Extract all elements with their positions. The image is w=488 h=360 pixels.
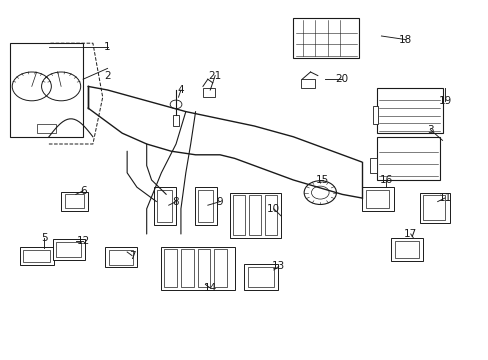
Text: 9: 9 xyxy=(216,197,223,207)
Bar xyxy=(203,88,215,97)
Bar xyxy=(390,238,422,261)
Text: 3: 3 xyxy=(426,125,433,135)
Text: 20: 20 xyxy=(335,74,348,84)
Bar xyxy=(376,88,442,133)
Bar xyxy=(376,137,439,180)
Text: 11: 11 xyxy=(437,193,451,203)
Bar xyxy=(422,195,445,220)
Bar xyxy=(154,187,176,225)
Bar xyxy=(365,190,388,208)
Text: 21: 21 xyxy=(208,71,222,81)
Bar xyxy=(232,195,244,235)
Bar xyxy=(164,249,177,287)
Bar xyxy=(248,195,261,235)
Bar xyxy=(173,115,179,126)
Bar xyxy=(369,158,376,173)
Text: 14: 14 xyxy=(203,283,217,293)
Text: 16: 16 xyxy=(379,175,392,185)
Bar xyxy=(105,247,137,267)
Bar xyxy=(56,242,81,257)
Text: 2: 2 xyxy=(104,71,111,81)
Text: 4: 4 xyxy=(177,85,184,95)
Bar xyxy=(198,190,212,222)
Bar xyxy=(300,79,315,88)
Bar xyxy=(20,247,54,265)
Text: 1: 1 xyxy=(104,42,111,52)
Bar xyxy=(214,249,226,287)
Bar xyxy=(64,194,84,208)
Bar xyxy=(197,249,210,287)
Text: 17: 17 xyxy=(403,229,417,239)
Bar xyxy=(244,264,277,290)
Text: 19: 19 xyxy=(437,96,451,106)
Bar xyxy=(293,18,359,58)
Bar xyxy=(181,249,193,287)
Bar xyxy=(157,190,172,222)
Bar xyxy=(53,239,84,260)
Text: 7: 7 xyxy=(128,251,135,261)
Bar xyxy=(37,124,56,133)
Bar xyxy=(264,195,277,235)
Bar xyxy=(194,187,216,225)
Text: 12: 12 xyxy=(76,236,90,246)
Text: 10: 10 xyxy=(267,204,280,214)
Text: 5: 5 xyxy=(41,233,47,243)
Text: 18: 18 xyxy=(398,35,412,45)
Text: 15: 15 xyxy=(315,175,329,185)
Bar xyxy=(229,193,281,238)
Bar xyxy=(394,241,418,258)
Bar xyxy=(248,267,273,287)
Bar xyxy=(161,247,234,290)
Bar xyxy=(23,250,50,262)
Text: 6: 6 xyxy=(80,186,86,196)
Bar xyxy=(361,187,393,211)
Bar xyxy=(419,193,449,223)
Text: 13: 13 xyxy=(271,261,285,271)
Bar xyxy=(61,192,88,211)
Bar xyxy=(372,106,377,124)
Bar xyxy=(108,250,133,265)
Text: 8: 8 xyxy=(172,197,179,207)
